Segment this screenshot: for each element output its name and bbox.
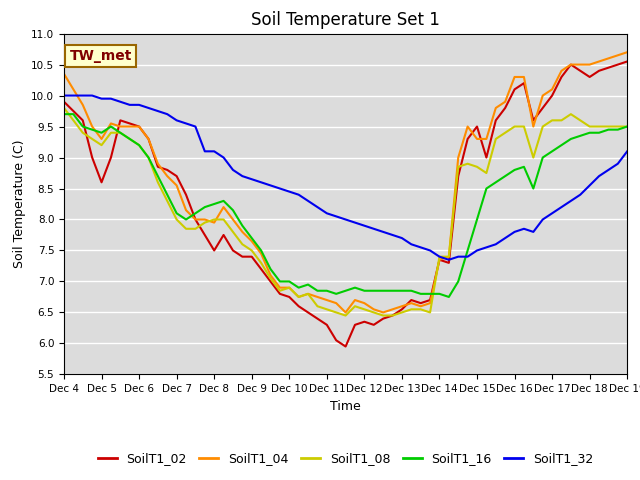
Title: Soil Temperature Set 1: Soil Temperature Set 1 xyxy=(251,11,440,29)
SoilT1_04 xyxy=(342,310,349,315)
SoilT1_08 xyxy=(370,310,378,315)
SoilT1_02 xyxy=(342,344,349,349)
SoilT1_04 xyxy=(408,300,415,306)
Line: SoilT1_16: SoilT1_16 xyxy=(64,114,627,297)
SoilT1_32 xyxy=(191,124,199,130)
Line: SoilT1_02: SoilT1_02 xyxy=(64,61,627,347)
Line: SoilT1_32: SoilT1_32 xyxy=(64,96,627,260)
SoilT1_16 xyxy=(60,111,68,117)
SoilT1_32 xyxy=(257,180,265,185)
SoilT1_04 xyxy=(370,306,378,312)
X-axis label: Time: Time xyxy=(330,400,361,413)
SoilT1_16 xyxy=(257,248,265,253)
SoilT1_08 xyxy=(408,306,415,312)
Legend: SoilT1_02, SoilT1_04, SoilT1_08, SoilT1_16, SoilT1_32: SoilT1_02, SoilT1_04, SoilT1_08, SoilT1_… xyxy=(93,447,598,470)
SoilT1_32 xyxy=(445,257,452,263)
SoilT1_16 xyxy=(557,142,565,148)
SoilT1_04 xyxy=(557,68,565,73)
SoilT1_04 xyxy=(623,49,631,55)
SoilT1_32 xyxy=(398,235,406,241)
SoilT1_16 xyxy=(623,124,631,130)
Text: TW_met: TW_met xyxy=(70,49,132,63)
SoilT1_16 xyxy=(360,288,368,294)
Y-axis label: Soil Temperature (C): Soil Temperature (C) xyxy=(13,140,26,268)
SoilT1_02 xyxy=(557,74,565,80)
SoilT1_08 xyxy=(173,216,180,222)
SoilT1_08 xyxy=(60,105,68,111)
SoilT1_08 xyxy=(191,226,199,232)
SoilT1_02 xyxy=(173,173,180,179)
SoilT1_08 xyxy=(257,260,265,266)
SoilT1_16 xyxy=(398,288,406,294)
SoilT1_08 xyxy=(557,118,565,123)
SoilT1_16 xyxy=(173,210,180,216)
SoilT1_32 xyxy=(557,204,565,210)
Line: SoilT1_08: SoilT1_08 xyxy=(64,108,627,315)
Line: SoilT1_04: SoilT1_04 xyxy=(64,52,627,312)
SoilT1_16 xyxy=(445,294,452,300)
SoilT1_04 xyxy=(191,216,199,222)
SoilT1_02 xyxy=(60,99,68,105)
SoilT1_08 xyxy=(623,124,631,130)
SoilT1_04 xyxy=(173,182,180,188)
SoilT1_02 xyxy=(370,322,378,328)
SoilT1_04 xyxy=(257,251,265,256)
SoilT1_02 xyxy=(191,216,199,222)
SoilT1_08 xyxy=(342,312,349,318)
SoilT1_32 xyxy=(623,148,631,154)
SoilT1_16 xyxy=(191,210,199,216)
SoilT1_32 xyxy=(360,223,368,228)
SoilT1_32 xyxy=(173,118,180,123)
SoilT1_02 xyxy=(257,266,265,272)
SoilT1_32 xyxy=(60,93,68,98)
SoilT1_02 xyxy=(623,59,631,64)
SoilT1_02 xyxy=(408,297,415,303)
SoilT1_04 xyxy=(60,71,68,77)
